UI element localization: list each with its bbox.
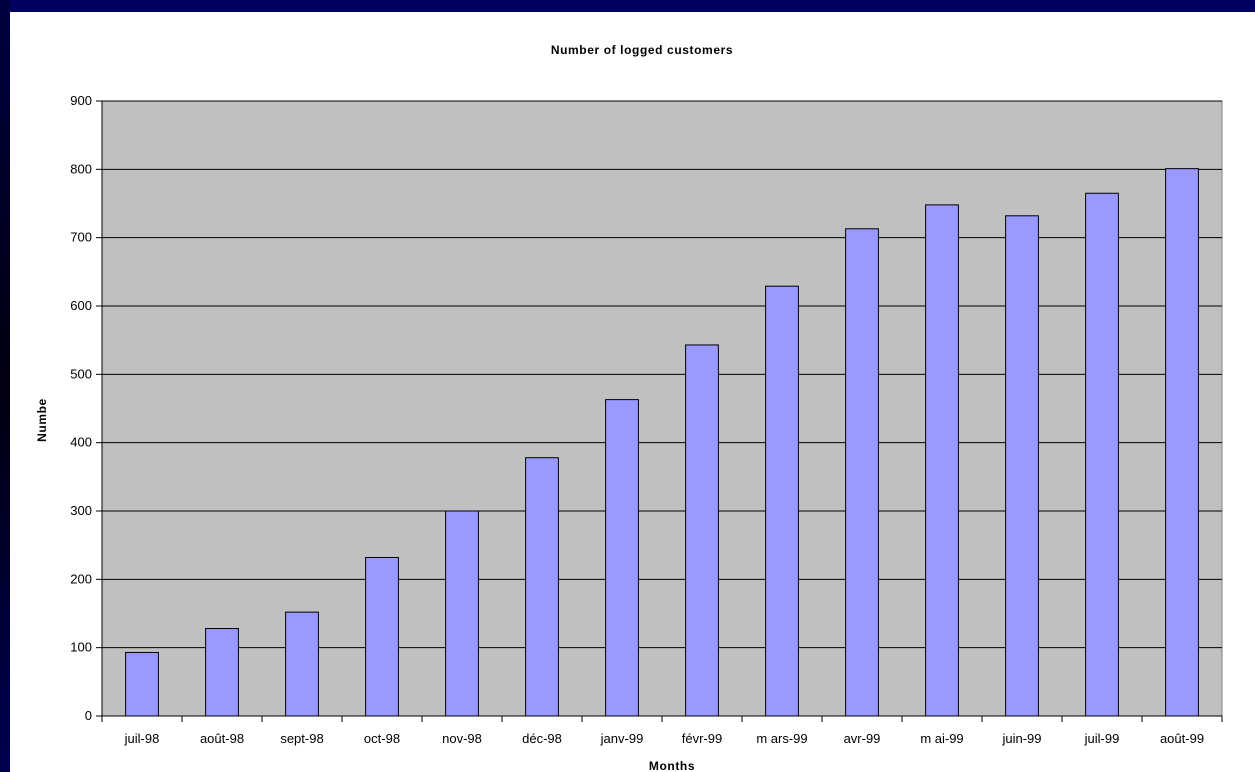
x-tick-label: juil-98	[124, 731, 160, 746]
x-tick-label: août-99	[1160, 731, 1204, 746]
y-tick-label: 500	[70, 366, 92, 381]
y-tick-label: 100	[70, 640, 92, 655]
bar-7	[605, 399, 639, 717]
chart-panel: Number of logged customers 0 100 200 300 400…	[10, 12, 1255, 772]
bar-2	[205, 628, 239, 717]
bar-14	[1165, 168, 1199, 717]
bar-12	[1005, 215, 1039, 717]
chart-title: Number of logged customers	[551, 43, 733, 57]
bar-6	[525, 457, 559, 717]
bar-5	[445, 510, 479, 717]
y-tick-label: 200	[70, 571, 92, 586]
bar-1	[125, 651, 159, 717]
x-axis-label: Months	[649, 759, 695, 772]
x-tick-label: juin-99	[1001, 731, 1041, 746]
bar-9	[765, 285, 799, 717]
y-tick-label: 800	[70, 161, 92, 176]
y-axis-label: Numbe	[35, 398, 49, 442]
y-tick-label: 600	[70, 298, 92, 313]
bar-series	[125, 168, 1199, 717]
bar-4	[365, 556, 399, 717]
bar-11	[925, 204, 959, 717]
y-tick-label: 300	[70, 503, 92, 518]
x-tick-label: avr-99	[844, 731, 881, 746]
slide-edge-decoration	[0, 0, 10, 772]
bar-13	[1085, 192, 1119, 717]
x-tick-label: févr-99	[682, 731, 722, 746]
x-tick-label: août-98	[200, 731, 244, 746]
x-tick-label: déc-98	[522, 731, 562, 746]
bar-8	[685, 344, 719, 717]
plot-area	[101, 100, 1223, 717]
y-tick-label: 700	[70, 230, 92, 245]
x-tick-label: m ai-99	[920, 731, 963, 746]
x-tick-label: nov-98	[442, 731, 482, 746]
bar-3	[285, 611, 319, 717]
bar-10	[845, 228, 879, 717]
axis-ticks: 0 100 200 300 400 500 600 700 800 900 juil-98 août-…	[70, 93, 1223, 746]
bar-chart: Number of logged customers 0 100 200 300 400…	[35, 43, 1223, 772]
y-tick-label: 0	[85, 708, 92, 723]
y-tick-label: 900	[70, 93, 92, 108]
x-tick-label: janv-99	[600, 731, 644, 746]
x-tick-label: sept-98	[280, 731, 323, 746]
x-tick-label: m ars-99	[756, 731, 807, 746]
plot-background	[101, 100, 1223, 717]
y-tick-label: 400	[70, 435, 92, 450]
x-tick-label: oct-98	[364, 731, 400, 746]
x-tick-label: juil-99	[1084, 731, 1120, 746]
